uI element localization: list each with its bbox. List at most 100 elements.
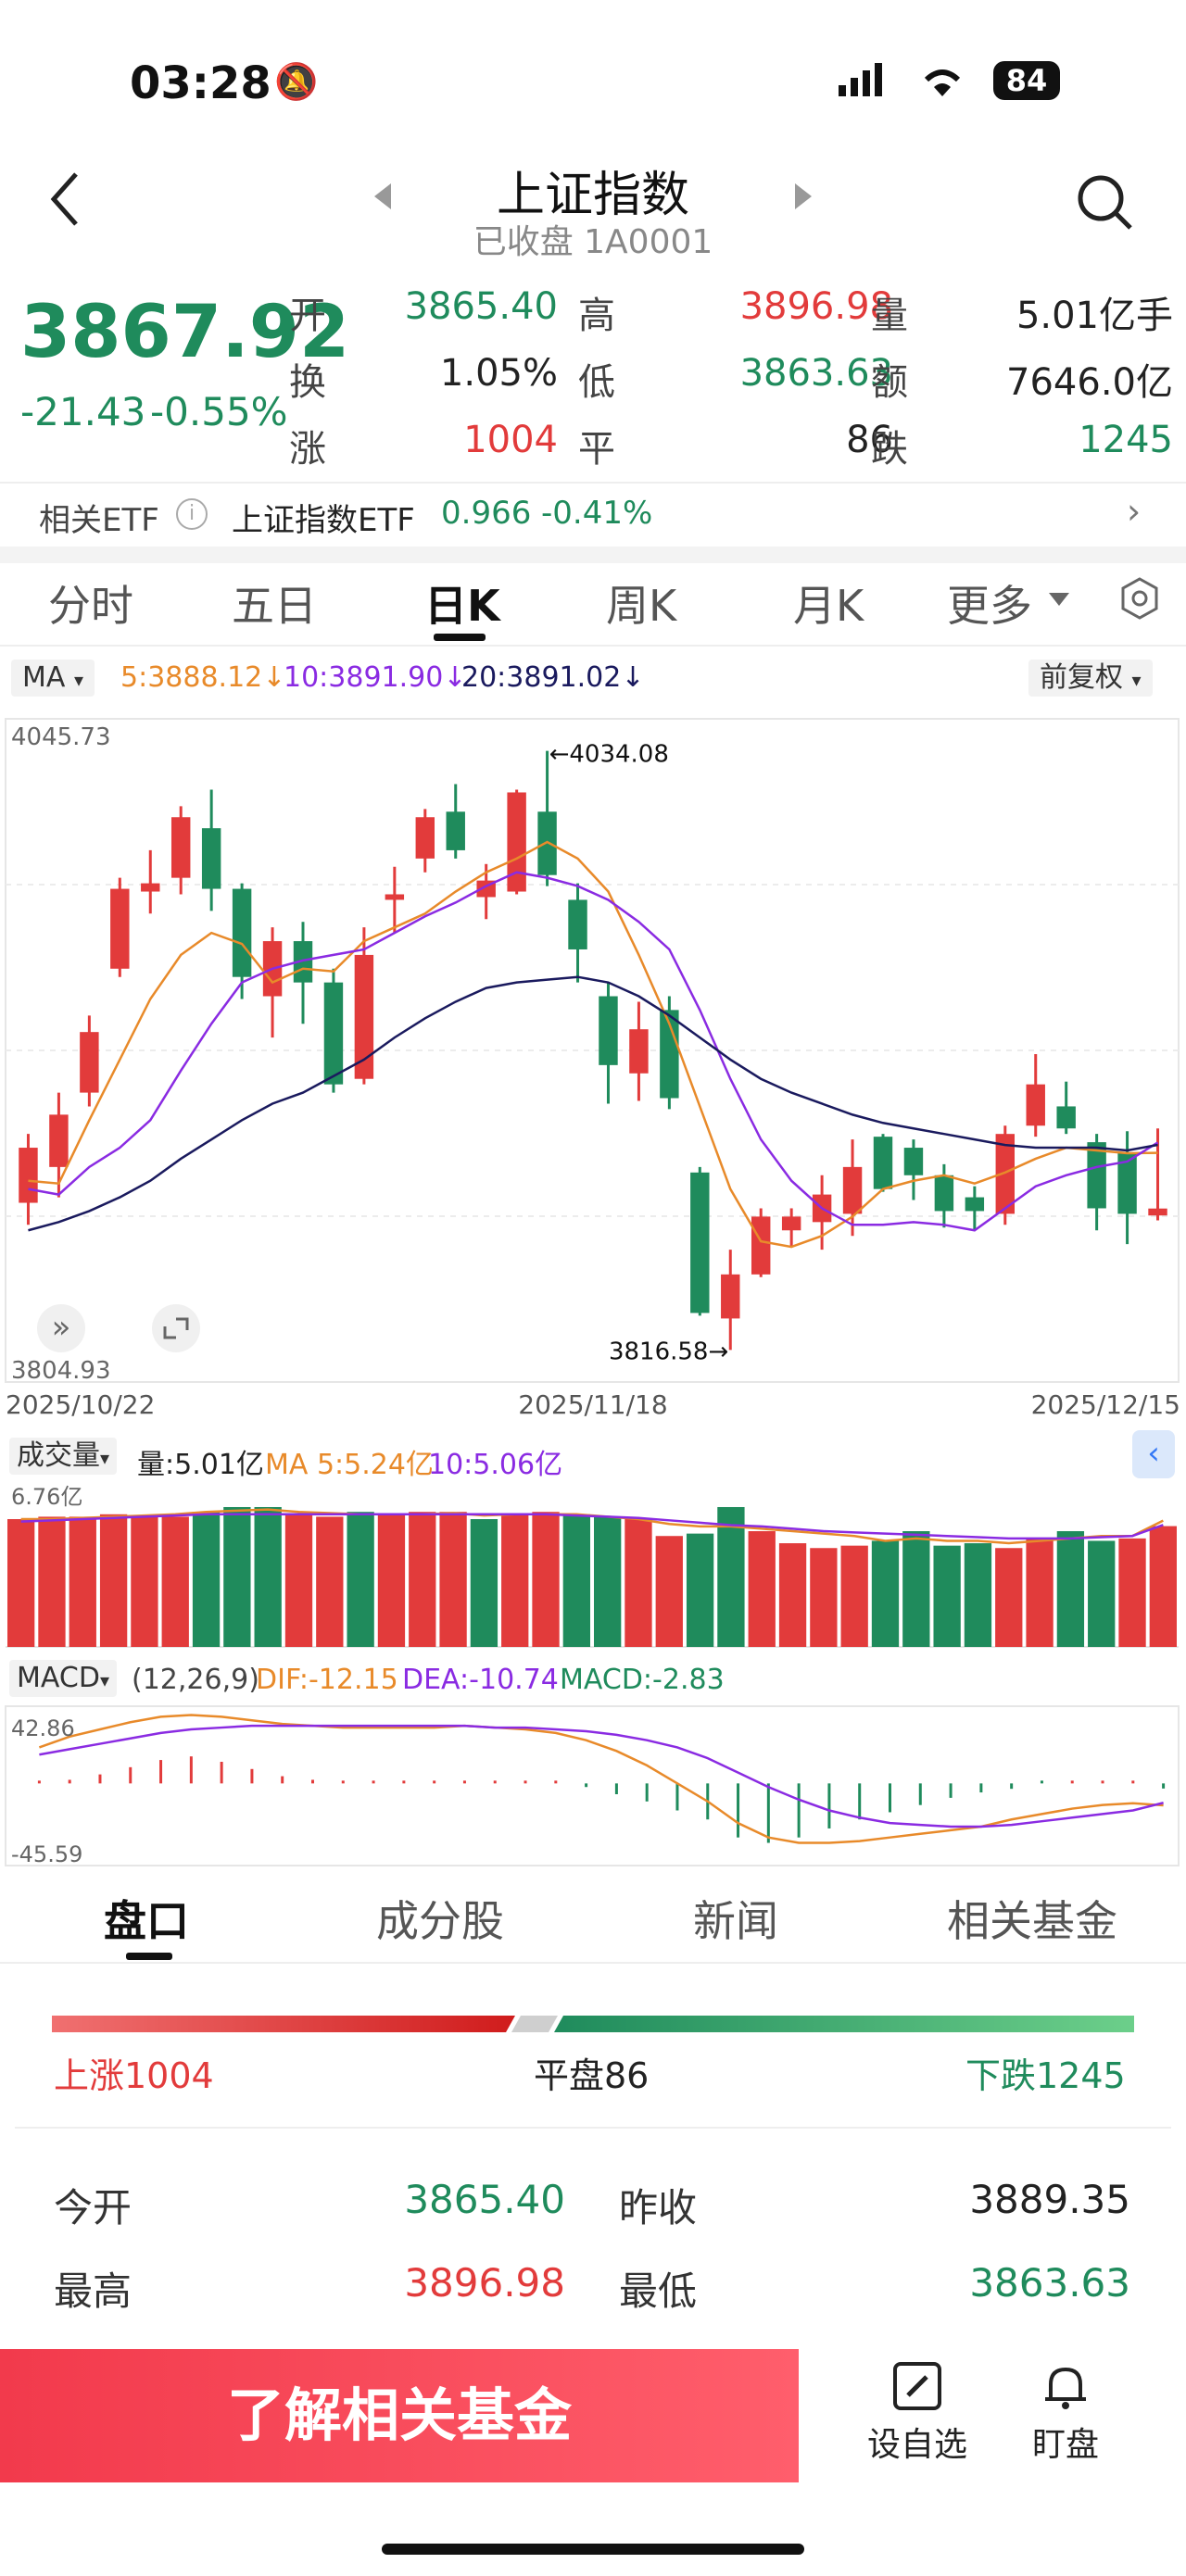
section-tab-1[interactable]: 成分股 xyxy=(376,1896,504,1946)
quote-field-value: 86 xyxy=(846,419,893,461)
volume-chart: 6.76亿 xyxy=(6,1484,1179,1648)
candle-body xyxy=(80,1032,99,1093)
page-subtitle: 已收盘 1A0001 xyxy=(473,223,713,261)
breadth-down: 下跌1245 xyxy=(965,2055,1126,2096)
divider xyxy=(15,2127,1171,2129)
candle-body xyxy=(1087,1142,1106,1209)
volume-select[interactable]: 成交量▾ xyxy=(9,1438,118,1475)
learn-funds-button[interactable]: 了解相关基金 xyxy=(0,2349,799,2482)
related-etf-row[interactable]: 相关ETF i 上证指数ETF 0.966 -0.41% › xyxy=(0,482,1186,548)
stock-header: 上证指数 已收盘 1A0001 xyxy=(0,148,1186,278)
divider xyxy=(0,547,1186,563)
candle-body xyxy=(781,1216,801,1231)
macd-select[interactable]: MACD▾ xyxy=(9,1660,117,1697)
candle-body xyxy=(19,1148,38,1203)
tab-3[interactable]: 周K xyxy=(606,581,677,631)
candle-body xyxy=(903,1148,924,1175)
tab-1[interactable]: 五日 xyxy=(232,581,317,631)
fullscreen-button[interactable] xyxy=(152,1304,200,1352)
candle-body xyxy=(49,1114,69,1167)
volume-bar xyxy=(902,1531,930,1647)
monitor-label: 盯盘 xyxy=(1031,2426,1099,2464)
breadth-flat-segment xyxy=(511,2016,558,2032)
bell-icon xyxy=(1040,2360,1091,2412)
volume-bar xyxy=(778,1543,807,1647)
candle-body xyxy=(1026,1084,1045,1126)
candle-body xyxy=(293,941,313,983)
adjust-select[interactable]: 前复权 ▾ xyxy=(1028,660,1153,697)
volume-bar xyxy=(995,1548,1023,1647)
caret-down-icon: ▾ xyxy=(99,1669,109,1691)
volume-value: 量:5.01亿 xyxy=(137,1449,264,1481)
breadth-down-segment xyxy=(554,2016,1134,2032)
volume-ma10-line xyxy=(20,1513,1164,1540)
quote-field-value: 3863.63 xyxy=(739,352,893,395)
candle-body xyxy=(842,1166,863,1214)
ma-bar: MA ▾ 5:3888.12↓ 10:3891.90↓ 20:3891.02↓ … xyxy=(0,648,1186,708)
quote-field-value: 1004 xyxy=(463,419,558,461)
section-tab-3[interactable]: 相关基金 xyxy=(947,1896,1117,1946)
collapse-panel-button[interactable]: ‹ xyxy=(1132,1430,1175,1478)
quote-field-label: 跌 xyxy=(871,428,908,471)
caret-down-icon: ▾ xyxy=(1131,669,1142,691)
monitor-button[interactable]: 盯盘 xyxy=(1001,2360,1130,2481)
candle-body xyxy=(1117,1152,1137,1214)
volume-bar xyxy=(439,1512,467,1647)
tab-5[interactable]: 更多 xyxy=(947,581,1032,631)
y-axis-bottom-label: 3804.93 xyxy=(11,1357,111,1385)
quote-field-value: 7646.0亿 xyxy=(1006,361,1173,404)
tab-0[interactable]: 分时 xyxy=(48,581,133,631)
tab-4[interactable]: 月K xyxy=(793,581,864,631)
etf-change: -0.41% xyxy=(541,495,653,532)
chevron-right-icon: › xyxy=(1127,491,1142,532)
info-icon[interactable]: i xyxy=(176,498,208,530)
quote-field-value: 1245 xyxy=(1079,419,1173,461)
watchlist-button[interactable]: 设自选 xyxy=(852,2360,982,2481)
macd-params: (12,26,9) xyxy=(132,1664,259,1696)
section-tab-2[interactable]: 新闻 xyxy=(693,1896,778,1946)
quote-field-label: 量 xyxy=(871,295,908,337)
volume-bar xyxy=(562,1514,590,1647)
volume-bar xyxy=(192,1512,221,1647)
active-section-underline xyxy=(126,1953,172,1960)
ma-select[interactable]: MA ▾ xyxy=(11,660,95,697)
breadth-up: 上涨1004 xyxy=(54,2055,214,2096)
volume-bar xyxy=(532,1512,560,1647)
search-icon[interactable] xyxy=(1075,172,1134,235)
quote-field-label: 开 xyxy=(289,295,326,337)
prev-index-icon[interactable] xyxy=(372,182,393,215)
volume-bar xyxy=(69,1516,96,1647)
high-marker: ←4034.08 xyxy=(549,741,669,769)
tab-2[interactable]: 日K xyxy=(424,581,500,631)
candle-body xyxy=(873,1137,893,1189)
etf-name: 上证指数ETF xyxy=(232,502,415,539)
quote-field-label: 高 xyxy=(578,295,615,337)
market-breadth: 上涨1004 平盘86 下跌1245 xyxy=(0,2001,1186,2112)
back-button[interactable] xyxy=(46,167,83,235)
volume-bar xyxy=(655,1536,683,1647)
quote-field-label: 额 xyxy=(871,361,908,404)
macd-frame xyxy=(5,1705,1180,1866)
stat-label: 今开 xyxy=(54,2185,132,2230)
etf-price: 0.966 xyxy=(441,495,532,532)
candle-body xyxy=(568,899,587,949)
candle-body xyxy=(141,883,160,892)
macd-dea: DEA:-10.74 xyxy=(402,1664,559,1696)
divider xyxy=(0,1962,1186,1964)
kline-chart[interactable]: 4045.73 3804.93 ←4034.08 3816.58→ 2025/10/22… xyxy=(0,708,1186,1421)
volume-bar xyxy=(347,1512,374,1647)
volume-bar xyxy=(1149,1526,1177,1647)
stat-value: 3896.98 xyxy=(404,2260,565,2306)
candle-body xyxy=(1056,1106,1076,1129)
section-tab-0[interactable]: 盘口 xyxy=(104,1896,189,1946)
ma20-line xyxy=(28,975,1158,1232)
candle-body xyxy=(1148,1208,1167,1216)
caret-down-icon: ▾ xyxy=(100,1447,110,1469)
volume-bar xyxy=(470,1519,498,1647)
edit-square-icon xyxy=(891,2360,943,2412)
signal-icon xyxy=(839,61,885,102)
candle-body xyxy=(751,1216,771,1275)
next-index-icon[interactable] xyxy=(793,182,814,215)
expand-chart-button[interactable] xyxy=(37,1304,85,1352)
settings-icon[interactable] xyxy=(1117,576,1162,624)
